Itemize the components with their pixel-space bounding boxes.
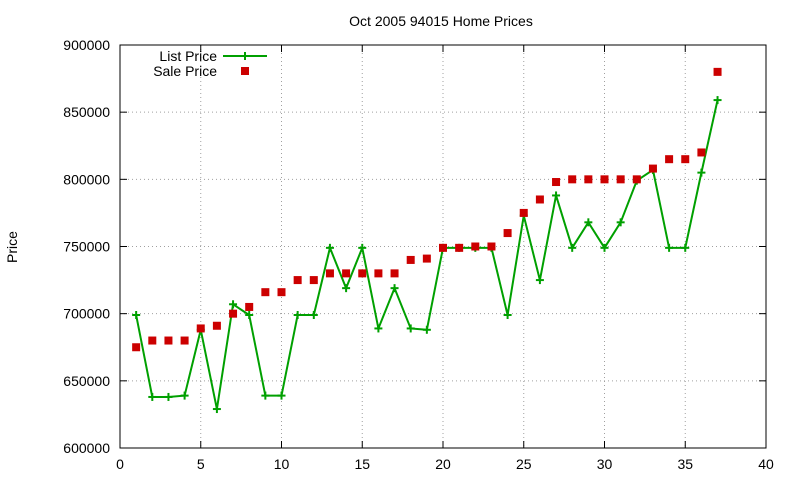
list-price-point — [697, 168, 706, 177]
x-tick-label: 20 — [435, 456, 451, 472]
y-tick-label: 750000 — [63, 239, 110, 255]
list-price-point — [584, 218, 593, 227]
list-price-point — [132, 311, 141, 320]
sale-price-point — [535, 195, 544, 204]
list-price-point — [277, 391, 286, 400]
list-price-point — [293, 311, 302, 320]
series-sale-price — [132, 67, 722, 352]
list-price-point — [406, 324, 415, 333]
list-price-point — [212, 405, 221, 414]
x-tick-label: 25 — [516, 456, 532, 472]
sale-price-point — [358, 269, 367, 278]
list-price-point — [422, 325, 431, 334]
x-tick-label: 0 — [116, 456, 124, 472]
sale-price-point — [293, 276, 302, 285]
y-tick-label: 800000 — [63, 171, 110, 187]
sale-price-point — [180, 336, 189, 345]
x-tick-label: 5 — [197, 456, 205, 472]
list-price-point — [261, 391, 270, 400]
tick-labels: 0 5 10 15 20 25 30 35 40 600000 650000 700000 750000… — [63, 37, 774, 472]
list-price-point — [503, 311, 512, 320]
y-tick-label: 650000 — [63, 373, 110, 389]
list-price-point — [180, 391, 189, 400]
list-price-point — [325, 243, 334, 252]
sale-price-point — [439, 243, 447, 252]
list-price-point — [309, 311, 318, 320]
sale-price-point — [374, 269, 383, 278]
sale-price-point — [148, 336, 157, 345]
sale-price-point — [681, 155, 690, 164]
list-price-point — [665, 243, 674, 252]
sale-price-point — [212, 321, 221, 330]
sale-price-point — [132, 343, 141, 352]
list-price-point — [148, 392, 157, 401]
sale-price-point — [342, 269, 351, 278]
sale-price-point — [713, 67, 722, 76]
x-tick-label: 15 — [354, 456, 370, 472]
list-price-point — [552, 191, 561, 200]
sale-price-point — [406, 255, 415, 264]
list-price-point — [390, 284, 399, 293]
sale-price-point — [616, 175, 625, 184]
sale-price-point — [261, 288, 270, 297]
sale-price-point — [600, 175, 609, 184]
sale-price-point — [632, 175, 641, 184]
sale-price-point — [487, 242, 496, 251]
y-axis-label: Price — [4, 231, 20, 263]
sale-price-point — [422, 254, 431, 263]
list-price-point — [535, 276, 544, 285]
x-tick-label: 40 — [758, 456, 774, 472]
legend-sample-marker — [241, 67, 249, 75]
list-price-point — [342, 284, 351, 293]
sale-price-point — [455, 243, 464, 252]
sale-price-point — [164, 336, 173, 345]
sale-price-point — [471, 242, 480, 251]
y-tick-label: 600000 — [63, 440, 110, 456]
sale-price-point — [325, 269, 334, 278]
sale-price-point — [665, 155, 674, 164]
series — [132, 67, 722, 414]
sale-price-point — [697, 148, 706, 157]
sale-price-point — [552, 178, 561, 187]
list-price-point — [713, 96, 722, 105]
list-price-point — [568, 243, 577, 252]
list-price-point — [616, 218, 625, 227]
x-tick-label: 10 — [274, 456, 290, 472]
list-price-point — [600, 243, 609, 252]
y-tick-label: 900000 — [63, 37, 110, 53]
y-tick-label: 700000 — [63, 306, 110, 322]
sale-price-point — [648, 164, 657, 173]
legend-label: List Price — [159, 48, 217, 64]
sale-price-point — [196, 324, 205, 333]
sale-price-point — [309, 276, 318, 285]
legend-sample-marker — [241, 52, 249, 60]
list-price-point — [229, 300, 238, 309]
series-list-price — [132, 96, 722, 414]
sale-price-point — [390, 269, 399, 278]
legend-entry: Sale Price — [153, 63, 249, 79]
legend-label: Sale Price — [153, 63, 217, 79]
y-tick-label: 850000 — [63, 104, 110, 120]
list-price-point — [164, 392, 173, 401]
chart-title: Oct 2005 94015 Home Prices — [349, 13, 533, 29]
list-price-point — [358, 243, 367, 252]
list-price-line — [135, 99, 719, 410]
sale-price-point — [568, 175, 577, 184]
x-tick-label: 30 — [597, 456, 613, 472]
sale-price-point — [584, 175, 593, 184]
list-price-point — [374, 324, 383, 333]
list-price-point — [681, 243, 690, 252]
sale-price-point — [519, 208, 528, 217]
sale-price-point — [245, 302, 254, 311]
sale-price-point — [229, 309, 238, 318]
legend-entry: List Price — [159, 48, 267, 64]
sale-price-point — [503, 229, 512, 238]
sale-price-point — [277, 288, 286, 297]
list-price-point — [245, 311, 254, 320]
axes — [119, 44, 767, 449]
x-tick-label: 35 — [677, 456, 693, 472]
